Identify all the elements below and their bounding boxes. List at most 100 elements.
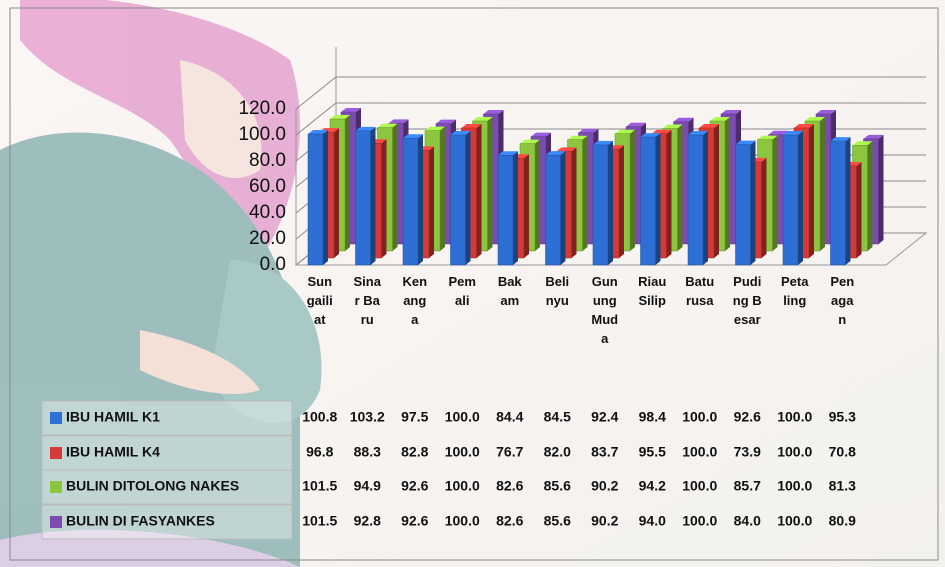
table-value: 85.6 xyxy=(544,478,571,494)
table-value: 96.8 xyxy=(306,444,333,460)
bar-side xyxy=(868,141,873,251)
table-value: 82.8 xyxy=(401,444,428,460)
table-value: 95.3 xyxy=(829,409,856,425)
x-tick-label: Bakam xyxy=(495,272,525,310)
bar-side xyxy=(667,130,672,258)
bar-side xyxy=(466,131,471,265)
x-tick-label: Petaling xyxy=(780,272,810,310)
bar-side xyxy=(820,117,825,251)
table-value: 92.8 xyxy=(354,513,381,529)
bar-side xyxy=(561,151,566,265)
x-tick-label-box: Sinar Baru xyxy=(346,272,390,402)
x-tick-label: Batu rusa xyxy=(685,272,715,310)
x-tick-label: Penagan xyxy=(827,272,857,329)
table-value: 100.8 xyxy=(302,409,337,425)
table-value: 100.0 xyxy=(682,409,717,425)
bar-side xyxy=(418,134,423,265)
table-value: 94.0 xyxy=(639,513,666,529)
table-value: 82.6 xyxy=(496,478,523,494)
bar-side xyxy=(619,145,624,258)
legend-swatch xyxy=(50,516,62,528)
table-value: 81.3 xyxy=(829,478,856,494)
bar-side xyxy=(857,162,862,258)
bar-side xyxy=(334,128,339,258)
table-value: 97.5 xyxy=(401,409,428,425)
bar-side xyxy=(630,130,635,251)
x-tick-label: Riau Silip xyxy=(637,272,667,310)
table-value: 92.6 xyxy=(401,478,428,494)
bar-side xyxy=(477,124,482,258)
bar xyxy=(356,131,371,265)
bar-side xyxy=(846,137,851,265)
bar-side xyxy=(678,125,683,251)
table-value: 94.2 xyxy=(639,478,666,494)
x-tick-label-box: Kenanga xyxy=(393,272,437,402)
table-value: 100.0 xyxy=(445,444,480,460)
legend-label: IBU HAMIL K4 xyxy=(66,444,160,460)
bar-side xyxy=(879,135,884,244)
bar xyxy=(736,145,751,265)
bar-side xyxy=(583,136,588,251)
bar-side xyxy=(703,131,708,265)
legend-swatch xyxy=(50,447,62,459)
table-value: 84.5 xyxy=(544,409,571,425)
bar-side xyxy=(513,151,518,265)
x-tick-label-box: Riau Silip xyxy=(631,272,675,402)
table-value: 100.0 xyxy=(445,409,480,425)
x-tick-label-box: Gunung Muda xyxy=(583,272,627,402)
bar-side xyxy=(345,115,350,251)
table-value: 73.9 xyxy=(734,444,761,460)
legend-swatch xyxy=(50,481,62,493)
table-value: 100.0 xyxy=(682,478,717,494)
table-value: 100.0 xyxy=(445,513,480,529)
bar-side xyxy=(488,117,493,251)
bar-side xyxy=(714,124,719,258)
legend-label: BULIN DITOLONG NAKES xyxy=(66,478,239,494)
table-value: 84.4 xyxy=(496,409,523,425)
y-tick-label: 20.0 xyxy=(249,228,286,249)
bar xyxy=(546,155,561,265)
table-value: 92.4 xyxy=(591,409,618,425)
table-value: 83.7 xyxy=(591,444,618,460)
x-tick-label-box: Sungailiat xyxy=(298,272,342,402)
table-value: 76.7 xyxy=(496,444,523,460)
table-value: 80.9 xyxy=(829,513,856,529)
table-value: 85.7 xyxy=(734,478,761,494)
table-value: 92.6 xyxy=(734,409,761,425)
bar-side xyxy=(371,127,376,265)
x-tick-label: Sinar Baru xyxy=(352,272,382,329)
bar xyxy=(593,145,608,265)
y-tick-label: 120.0 xyxy=(238,98,286,119)
table-value: 100.0 xyxy=(777,478,812,494)
bar xyxy=(308,134,323,265)
y-tick-label: 100.0 xyxy=(238,124,286,145)
x-tick-label-box: Bakam xyxy=(488,272,532,402)
x-tick-label: Kenanga xyxy=(400,272,430,329)
bar xyxy=(498,155,513,265)
x-tick-label-box: Puding Besar xyxy=(726,272,770,402)
bar-side xyxy=(608,141,613,265)
table-value: 100.0 xyxy=(682,444,717,460)
table-value: 100.0 xyxy=(777,444,812,460)
y-tick-label: 40.0 xyxy=(249,202,286,223)
table-value: 88.3 xyxy=(354,444,381,460)
table-value: 98.4 xyxy=(639,409,666,425)
table-value: 90.2 xyxy=(591,478,618,494)
x-tick-label: Puding Besar xyxy=(732,272,762,329)
bar xyxy=(403,138,418,265)
table-value: 82.6 xyxy=(496,513,523,529)
bar-side xyxy=(524,154,529,258)
table-value: 84.0 xyxy=(734,513,761,529)
legend-swatch xyxy=(50,412,62,424)
bar xyxy=(641,137,656,265)
bar-side xyxy=(751,141,756,265)
bar-side xyxy=(382,139,387,258)
chart: 0.020.040.060.080.0100.0120.0SungailiatS… xyxy=(0,0,945,567)
y-tick-label: 60.0 xyxy=(249,176,286,197)
bar-side xyxy=(535,140,540,251)
table-value: 101.5 xyxy=(302,513,337,529)
legend-label: IBU HAMIL K1 xyxy=(66,409,160,425)
table-value: 92.6 xyxy=(401,513,428,529)
y-tick-label: 0.0 xyxy=(260,254,286,275)
x-tick-label: Pemali xyxy=(447,272,477,310)
